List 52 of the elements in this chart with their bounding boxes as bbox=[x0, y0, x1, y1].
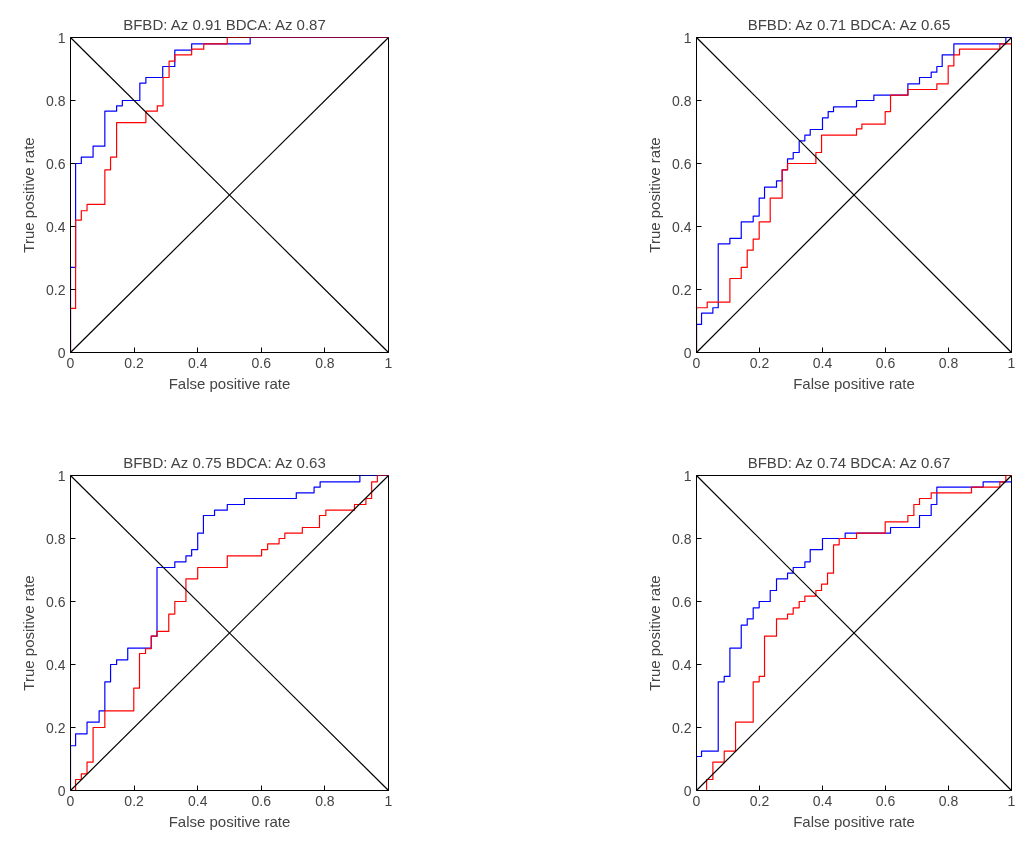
x-tick-label: 0.8 bbox=[938, 792, 959, 809]
y-tick-label: 0.6 bbox=[46, 593, 66, 610]
y-tick-label: 0.6 bbox=[46, 155, 66, 172]
chart-title: BFBD: Az 0.75 BDCA: Az 0.63 bbox=[123, 453, 326, 471]
y-tick-label: 0.6 bbox=[672, 155, 692, 172]
y-tick-label: 1 bbox=[683, 29, 692, 46]
x-tick-label: 1 bbox=[1007, 354, 1016, 371]
x-tick-label: 0.8 bbox=[315, 792, 335, 809]
x-tick-label: 0.4 bbox=[187, 792, 208, 809]
chart-title: BFBD: Az 0.71 BDCA: Az 0.65 bbox=[747, 15, 951, 33]
x-tick-label: 0.6 bbox=[875, 354, 896, 371]
x-axis-title: False positive rate bbox=[168, 374, 291, 392]
y-tick-label: 0.2 bbox=[46, 719, 66, 736]
x-tick-label: 0.6 bbox=[251, 792, 272, 809]
y-tick-label: 0.2 bbox=[672, 719, 692, 736]
y-tick-label: 0.8 bbox=[46, 530, 66, 547]
x-tick-label: 0.2 bbox=[749, 792, 770, 809]
y-tick-label: 0.2 bbox=[672, 281, 692, 298]
y-tick-label: 1 bbox=[683, 467, 692, 484]
y-tick-label: 1 bbox=[57, 467, 66, 484]
x-tick-label: 0.2 bbox=[124, 354, 145, 371]
x-tick-label: 1 bbox=[384, 354, 393, 371]
y-tick-label: 0.4 bbox=[46, 218, 66, 235]
x-tick-label: 0.4 bbox=[812, 354, 833, 371]
y-tick-label: 0.2 bbox=[46, 281, 66, 298]
chart-title: BFBD: Az 0.74 BDCA: Az 0.67 bbox=[747, 453, 951, 471]
x-axis-title: False positive rate bbox=[793, 812, 915, 830]
y-tick-label: 0.4 bbox=[46, 656, 66, 673]
y-axis-title: True positive rate bbox=[20, 575, 38, 691]
y-tick-label: 1 bbox=[57, 29, 66, 46]
y-axis-title: True positive rate bbox=[20, 137, 38, 253]
y-axis-title: True positive rate bbox=[646, 137, 664, 253]
x-tick-label: 1 bbox=[384, 792, 393, 809]
x-tick-label: 0.6 bbox=[251, 354, 272, 371]
x-axis-title: False positive rate bbox=[793, 374, 915, 392]
y-tick-label: 0.4 bbox=[672, 656, 692, 673]
x-tick-label: 0.2 bbox=[749, 354, 770, 371]
y-tick-label: 0.8 bbox=[672, 92, 692, 109]
x-tick-label: 0.4 bbox=[187, 354, 208, 371]
x-tick-label: 0.2 bbox=[124, 792, 145, 809]
y-tick-label: 0.6 bbox=[672, 593, 692, 610]
x-tick-label: 0.4 bbox=[812, 792, 833, 809]
y-tick-label: 0.4 bbox=[672, 218, 692, 235]
y-tick-label: 0.8 bbox=[672, 530, 692, 547]
x-tick-label: 0.8 bbox=[315, 354, 335, 371]
x-tick-label: 0.6 bbox=[875, 792, 896, 809]
y-axis-title: True positive rate bbox=[646, 575, 664, 691]
y-tick-label: 0.8 bbox=[46, 92, 66, 109]
x-tick-label: 0.8 bbox=[938, 354, 959, 371]
x-axis-title: False positive rate bbox=[168, 812, 291, 830]
x-tick-label: 1 bbox=[1007, 792, 1016, 809]
chart-title: BFBD: Az 0.91 BDCA: Az 0.87 bbox=[123, 15, 326, 33]
